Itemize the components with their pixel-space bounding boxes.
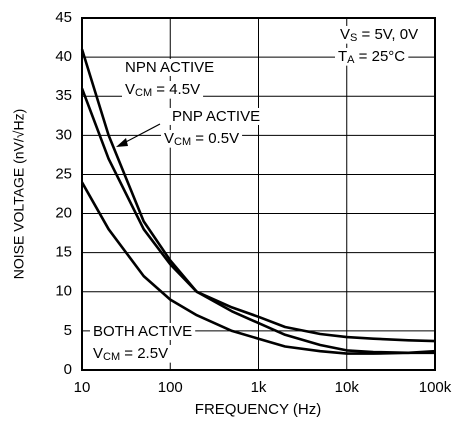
label-background [337,25,422,44]
label-background [161,129,243,148]
label-background [122,58,218,76]
y-tick-label: 20 [55,205,72,222]
annotation-part: = 4.5V [152,81,200,98]
y-tick-label: 25 [55,165,72,182]
x-tick-label: 10k [335,379,360,396]
annotation-part: CM [135,87,152,99]
annotation: BOTH ACTIVE [93,323,192,340]
annotation: VS = 5V, 0V [340,26,418,44]
annotation-part: PNP ACTIVE [172,108,260,125]
label-background [90,344,172,363]
series-line [80,48,435,355]
y-tick-label: 5 [64,322,72,339]
series-line [80,181,436,355]
annotation-part: = 5V, 0V [357,26,418,43]
annotation-part: V [340,26,350,43]
y-tick-label: 30 [55,126,72,143]
plot-frame [81,17,436,371]
x-axis-label: FREQUENCY (Hz) [195,401,321,418]
label-background [335,47,409,66]
annotation: PNP ACTIVE [172,108,260,125]
y-tick-label: 10 [55,283,72,300]
annotation-part: V [93,345,103,362]
y-tick-label: 40 [55,48,72,65]
annotation: VCM = 2.5V [93,345,168,363]
annotation-part: S [350,32,357,44]
label-background [169,107,264,125]
label-background [122,80,204,99]
label-background [90,322,196,340]
annotation-part: V [125,81,135,98]
arrow-head [116,138,128,147]
annotation-part: = 25°C [355,48,406,65]
x-tick-label: 100 [158,379,183,396]
annotation: TA = 25°C [338,48,405,66]
annotation-part: BOTH ACTIVE [93,323,192,340]
x-tick-label: 100k [419,379,452,396]
series-line [80,87,436,343]
annotation-part: T [338,48,347,65]
annotation-part: CM [103,351,120,363]
annotation-part: = 0.5V [191,130,239,147]
annotation: VCM = 0.5V [164,130,239,148]
annotation: NPN ACTIVE [125,59,214,76]
arrow [121,123,161,145]
y-tick-label: 0 [64,361,72,378]
annotation-part: A [347,54,355,66]
annotation-part: CM [174,136,191,148]
y-tick-label: 35 [55,87,72,104]
annotation-part: NPN ACTIVE [125,59,214,76]
y-axis-label: NOISE VOLTAGE (nV/√Hz) [11,109,27,280]
annotation-part: = 2.5V [120,345,168,362]
grid [81,17,436,371]
y-tick-label: 15 [55,244,72,261]
x-tick-label: 1k [251,379,267,396]
annotation-part: V [164,130,174,147]
x-tick-label: 10 [74,379,91,396]
annotation: VCM = 4.5V [125,81,200,99]
y-tick-label: 45 [55,9,72,26]
